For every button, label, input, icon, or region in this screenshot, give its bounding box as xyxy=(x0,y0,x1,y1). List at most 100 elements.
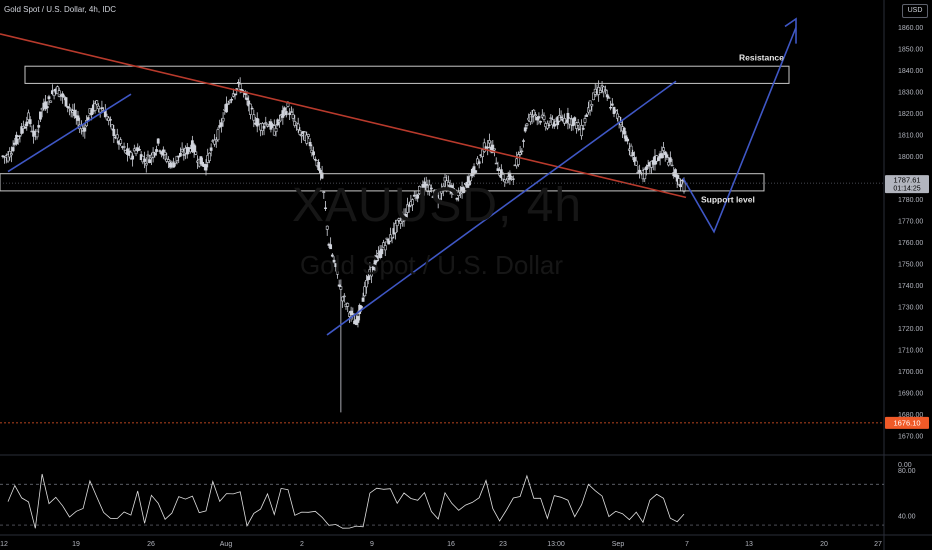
candle-body xyxy=(441,185,445,191)
candle-body xyxy=(677,178,681,185)
candle-body xyxy=(90,109,94,116)
candle xyxy=(576,119,580,132)
candle xyxy=(213,134,216,147)
candle-body xyxy=(505,179,508,184)
candle-body xyxy=(296,123,300,130)
candle xyxy=(487,133,491,149)
candle-body xyxy=(98,108,102,113)
candle xyxy=(156,138,160,146)
candle xyxy=(394,219,397,240)
candle xyxy=(148,154,152,164)
candle xyxy=(616,109,619,122)
candle-body xyxy=(535,117,539,121)
candle xyxy=(47,94,51,106)
candle xyxy=(10,146,13,163)
candle-body xyxy=(23,126,27,129)
candle-body xyxy=(462,187,466,193)
candle-body xyxy=(619,122,623,126)
candle-body xyxy=(27,112,30,120)
y-tick-label: 1680.00 xyxy=(898,412,923,419)
candle-body xyxy=(122,146,126,148)
candle xyxy=(320,165,324,180)
candle-body xyxy=(341,296,344,302)
candle-body xyxy=(501,174,505,180)
rsi-line xyxy=(7,473,685,529)
candle-body xyxy=(225,103,228,113)
last-price-value: 1787.61 xyxy=(893,176,920,185)
candle-body xyxy=(566,112,570,123)
candle xyxy=(537,112,541,125)
candle xyxy=(317,158,321,172)
candle xyxy=(458,186,462,198)
candle-body xyxy=(551,119,554,126)
candle xyxy=(97,103,100,113)
currency-button[interactable]: USD xyxy=(902,4,928,18)
candle-body xyxy=(385,237,389,240)
candle-body xyxy=(342,295,346,298)
candle-body xyxy=(209,147,213,151)
candle xyxy=(624,131,628,142)
candle-body xyxy=(40,107,44,111)
candle xyxy=(559,110,563,120)
candle-body xyxy=(517,154,520,165)
candle-body xyxy=(487,140,491,144)
y-tick-label: 1860.00 xyxy=(898,25,923,32)
symbol-title: Gold Spot / U.S. Dollar, 4h, IDC xyxy=(4,5,117,14)
candle xyxy=(663,150,667,162)
candle xyxy=(619,117,623,133)
candle xyxy=(182,147,186,161)
candle-body xyxy=(11,147,15,152)
candle xyxy=(278,114,281,128)
candle xyxy=(173,161,177,167)
candle-body xyxy=(493,148,496,151)
candle xyxy=(363,281,367,298)
candle-body xyxy=(435,192,438,195)
candle xyxy=(214,137,218,148)
candle xyxy=(170,160,174,169)
candle-body xyxy=(49,100,53,103)
candle-body xyxy=(45,106,49,109)
rsi-top-label: 0.00 xyxy=(898,462,912,469)
candle xyxy=(607,95,611,99)
candle xyxy=(349,306,353,322)
candle-body xyxy=(336,271,339,275)
candle xyxy=(665,152,669,161)
candle-body xyxy=(638,169,642,173)
candle xyxy=(677,175,681,186)
candle-body xyxy=(423,181,426,191)
x-tick-label: 13 xyxy=(745,541,753,548)
candle xyxy=(351,307,355,320)
candle xyxy=(247,95,251,112)
y-tick-label: 1710.00 xyxy=(898,348,923,355)
candle-body xyxy=(182,154,186,156)
candle-body xyxy=(97,105,100,109)
candle xyxy=(283,106,286,117)
candle xyxy=(37,120,41,133)
candle xyxy=(505,178,508,184)
candle-body xyxy=(281,110,285,118)
candle-body xyxy=(682,181,686,192)
candle xyxy=(612,106,616,118)
candle-body xyxy=(662,147,665,151)
candle xyxy=(583,115,587,127)
candle-body xyxy=(552,122,556,127)
candle xyxy=(680,179,684,185)
candle-body xyxy=(346,303,350,307)
candle xyxy=(330,253,334,258)
candle xyxy=(115,128,119,144)
candle xyxy=(510,175,513,181)
candle-body xyxy=(146,154,150,157)
x-tick-label: 9 xyxy=(370,541,374,548)
support-label: Support level xyxy=(701,195,755,205)
candle-body xyxy=(238,83,242,90)
candle-body xyxy=(436,200,440,202)
candle xyxy=(216,127,220,143)
rsi-tick-label: 80.00 xyxy=(898,468,916,475)
candle xyxy=(397,217,401,223)
candle xyxy=(670,158,674,167)
candle xyxy=(288,108,292,121)
candle xyxy=(580,119,583,140)
last-price-tag xyxy=(885,175,929,194)
candle-body xyxy=(598,90,602,93)
